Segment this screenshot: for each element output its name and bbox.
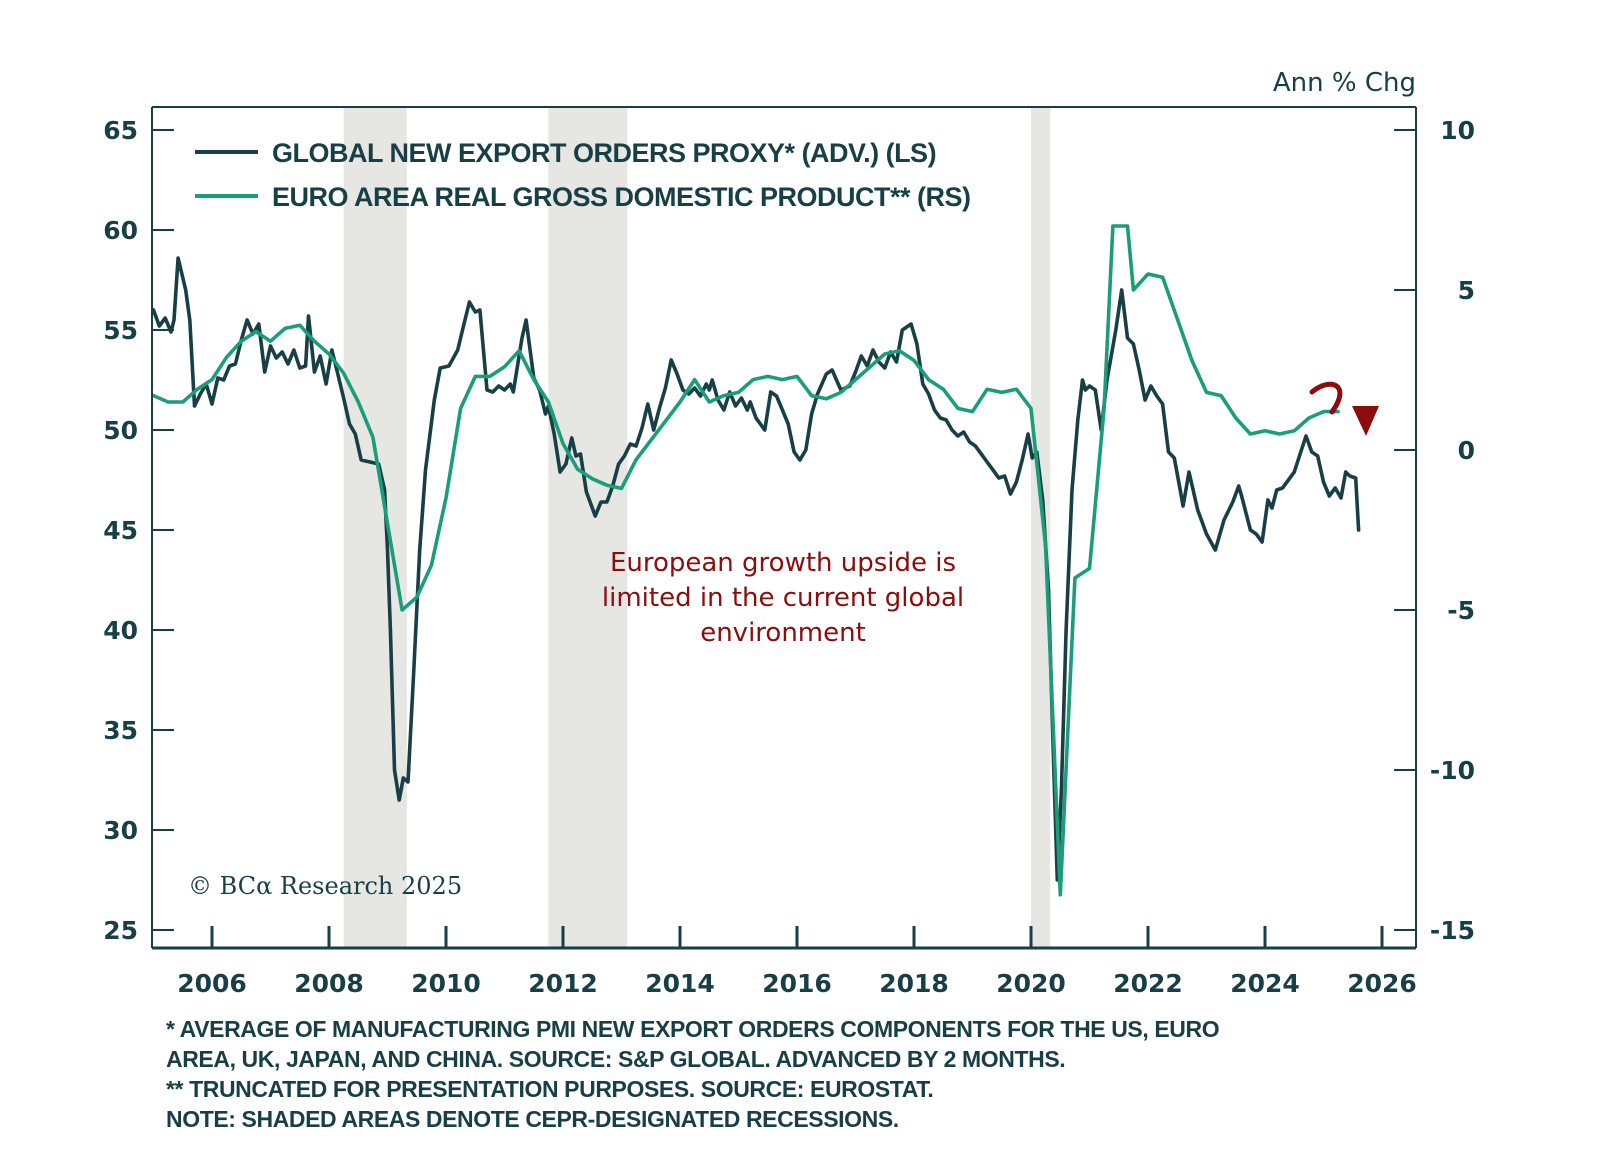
right-axis-unit-label: Ann % Chg	[1273, 68, 1416, 98]
left-y-tick-label: 55	[103, 316, 138, 345]
x-tick-label: 2010	[411, 969, 481, 998]
legend: GLOBAL NEW EXPORT ORDERS PROXY* (ADV.) (…	[195, 138, 971, 212]
annotation-line-1: European growth upside is	[610, 548, 956, 578]
recession-shade	[343, 107, 407, 948]
annotation-line-2: limited in the current global	[602, 583, 964, 613]
footnote-3: ** TRUNCATED FOR PRESENTATION PURPOSES. …	[166, 1076, 934, 1102]
left-y-tick-label: 25	[103, 916, 138, 945]
curved-arrow-down-icon	[1309, 381, 1379, 436]
right-y-tick-label: -5	[1447, 596, 1475, 625]
series-line-export-orders	[151, 256, 1361, 882]
right-y-tick-label: -15	[1430, 916, 1475, 945]
recession-shade	[548, 107, 628, 948]
plot-frame	[151, 106, 1417, 950]
copyright-label: © BCα Research 2025	[188, 872, 462, 900]
x-tick-label: 2024	[1230, 969, 1300, 998]
footnotes: * AVERAGE OF MANUFACTURING PMI NEW EXPOR…	[166, 1014, 1416, 1134]
x-tick-label: 2008	[294, 969, 364, 998]
left-y-tick-label: 40	[103, 616, 138, 645]
x-tick-label: 2020	[996, 969, 1066, 998]
axis-ticks	[152, 129, 1416, 948]
annotation-text: European growth upside is limited in the…	[602, 548, 964, 648]
series-line-euro-gdp	[151, 224, 1340, 897]
right-y-tick-label: 0	[1458, 436, 1475, 465]
right-y-tick-label: -10	[1430, 756, 1475, 785]
tick-labels: 2006 2008 2010 2012 2014 2016 2018 2020 2022 2024…	[103, 116, 1475, 998]
footnote-1: * AVERAGE OF MANUFACTURING PMI NEW EXPOR…	[166, 1016, 1220, 1042]
left-y-tick-label: 50	[103, 416, 138, 445]
x-tick-label: 2018	[879, 969, 949, 998]
legend-label-export-orders: GLOBAL NEW EXPORT ORDERS PROXY* (ADV.) (…	[272, 138, 936, 168]
x-tick-label: 2016	[762, 969, 832, 998]
left-y-tick-label: 60	[103, 216, 138, 245]
annotation-line-3: environment	[700, 618, 866, 648]
right-y-tick-label: 10	[1440, 116, 1475, 145]
x-tick-label: 2012	[528, 969, 598, 998]
x-tick-label: 2006	[177, 969, 247, 998]
footnote-2: AREA, UK, JAPAN, AND CHINA. SOURCE: S&P …	[166, 1046, 1066, 1072]
recession-shades	[343, 107, 1051, 948]
footnote-4: NOTE: SHADED AREAS DENOTE CEPR-DESIGNATE…	[166, 1106, 899, 1132]
left-y-tick-label: 45	[103, 516, 138, 545]
left-y-tick-label: 65	[103, 116, 138, 145]
legend-label-euro-gdp: EURO AREA REAL GROSS DOMESTIC PRODUCT** …	[272, 182, 971, 212]
left-y-tick-label: 30	[103, 816, 138, 845]
chart: 2006 2008 2010 2012 2014 2016 2018 2020 2022 2024…	[103, 68, 1475, 998]
x-tick-label: 2014	[645, 969, 715, 998]
recession-shade	[1031, 107, 1051, 948]
right-y-tick-label: 5	[1458, 276, 1475, 305]
x-tick-label: 2026	[1347, 969, 1417, 998]
x-tick-label: 2022	[1113, 969, 1183, 998]
left-y-tick-label: 35	[103, 716, 138, 745]
series-lines	[151, 224, 1361, 897]
